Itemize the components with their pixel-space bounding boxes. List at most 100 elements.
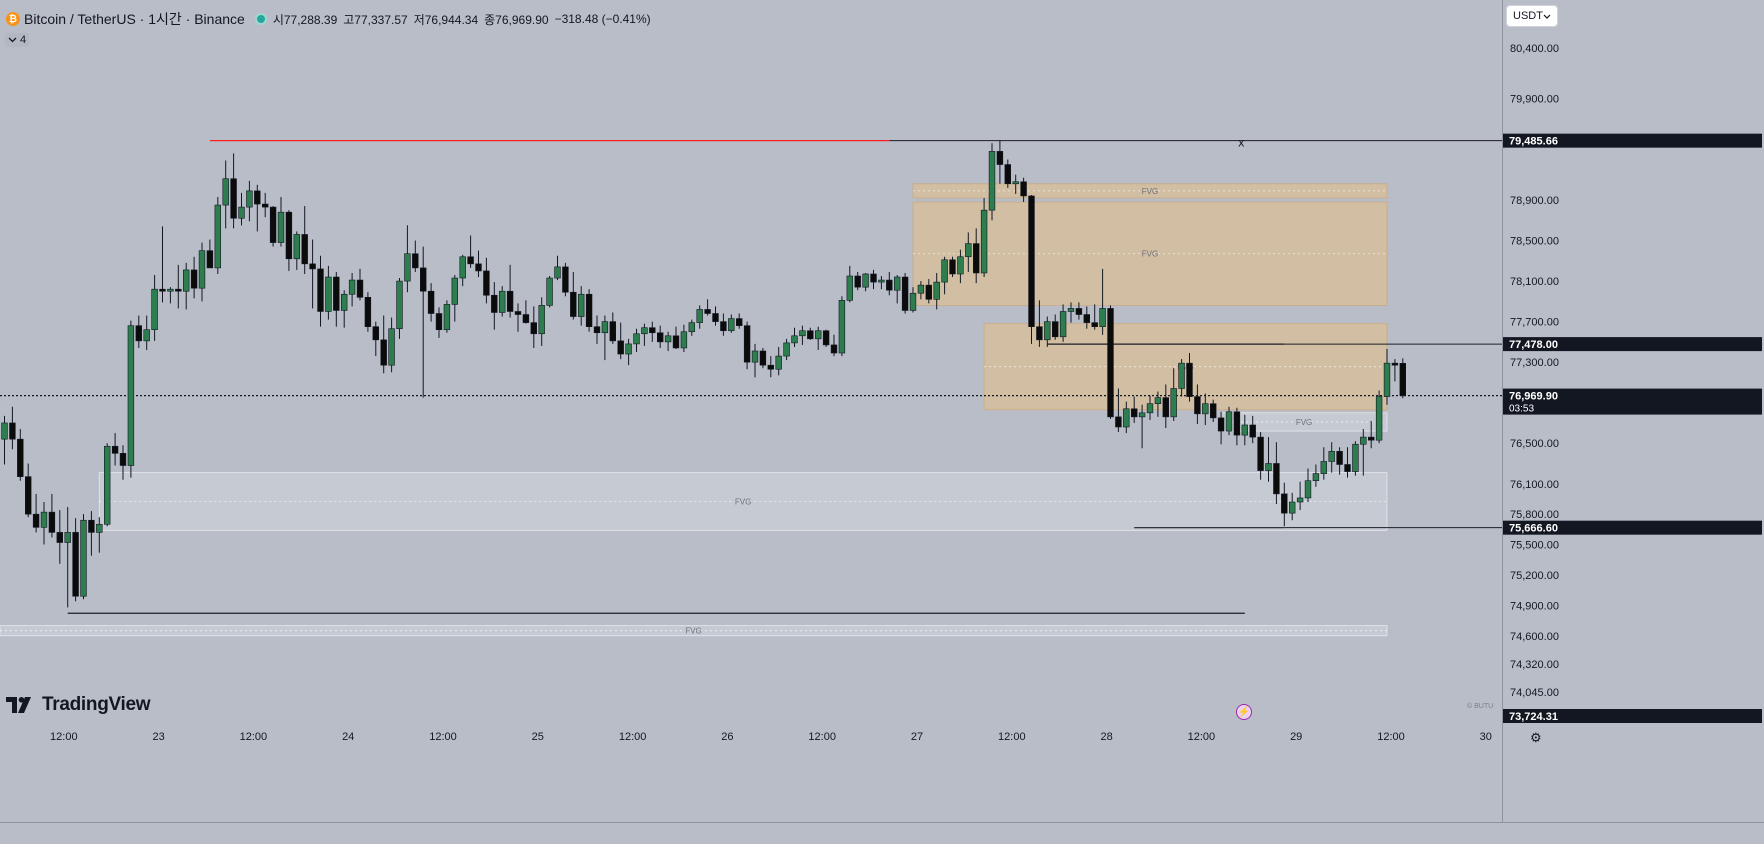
candle-body <box>838 300 846 354</box>
level-end-marker: x <box>1238 136 1244 150</box>
candle-body <box>1249 424 1256 438</box>
candle-body <box>222 178 229 206</box>
y-tick-label: 75,800.00 <box>1510 509 1559 521</box>
candle-body <box>17 438 24 477</box>
candle-body <box>119 453 127 466</box>
candle-body <box>1052 321 1059 338</box>
candle-body <box>799 330 806 337</box>
candle-body <box>1241 424 1249 436</box>
candle-body <box>949 259 956 275</box>
candle-body <box>1028 195 1035 327</box>
price-tag-label: 76,969.90 <box>1509 391 1558 403</box>
candle-body <box>1202 403 1209 415</box>
candle-body <box>32 513 40 528</box>
candle-body <box>585 293 593 327</box>
fvg-label: FVG <box>1142 250 1158 259</box>
candle-body <box>625 343 632 355</box>
candle-body <box>1083 314 1091 323</box>
candle-body <box>1257 436 1264 471</box>
candle-body <box>988 151 996 211</box>
candle-body <box>862 273 869 288</box>
ohlc-high: 고77,337.57 <box>343 12 408 27</box>
candle-body <box>1067 308 1075 312</box>
candle-body <box>1036 326 1043 341</box>
candle-body <box>206 250 214 269</box>
candle-body <box>846 275 854 301</box>
candle-body <box>1154 397 1162 404</box>
candle-body <box>522 314 530 323</box>
candle-body <box>538 305 545 335</box>
y-tick-label: 79,900.00 <box>1510 94 1559 106</box>
x-tick-label: 12:00 <box>998 731 1026 743</box>
candle-body <box>664 335 672 343</box>
candle-body <box>925 284 933 300</box>
candle-body <box>309 263 316 270</box>
candle-body <box>380 339 387 366</box>
logo-text: TradingView <box>42 694 151 715</box>
candle-body <box>720 321 727 332</box>
ohlc-change: −318.48 (−0.41%) <box>554 12 651 26</box>
candle-body <box>443 304 451 331</box>
candle-body <box>759 350 767 366</box>
candle-body <box>1107 308 1114 418</box>
candle-body <box>783 342 790 357</box>
candle-body <box>333 276 340 311</box>
candle-body <box>893 276 901 291</box>
candle-body <box>1273 463 1280 495</box>
candle-body <box>317 268 324 312</box>
x-tick-label: 29 <box>1290 731 1302 743</box>
currency-select[interactable]: USDT <box>1506 5 1558 27</box>
lightning-icon[interactable]: ⚡ <box>1236 704 1252 720</box>
candle-body <box>1138 412 1146 418</box>
candle-body <box>972 243 980 274</box>
symbol-title[interactable]: Bitcoin / TetherUS · 1시간 · Binance <box>24 11 245 27</box>
candle-body <box>1012 181 1019 185</box>
x-tick-label: 12:00 <box>808 731 836 743</box>
candle-body <box>127 325 135 466</box>
ohlc-open: 시77,288.39 <box>272 12 338 27</box>
candle-body <box>641 327 648 335</box>
candle-body <box>593 326 601 334</box>
candle-body <box>261 203 269 208</box>
candle-body <box>1059 311 1067 338</box>
price-tag <box>1503 520 1762 535</box>
indicators-toggle[interactable]: 4 <box>5 33 30 47</box>
candle-body <box>143 329 150 342</box>
candle-body <box>1289 501 1296 514</box>
candle-body <box>1265 463 1272 471</box>
x-tick-label: 26 <box>721 731 733 743</box>
candle-body <box>830 344 838 354</box>
currency-label: USDT <box>1513 10 1543 22</box>
price-tag <box>1503 709 1762 723</box>
candle-body <box>1044 321 1051 341</box>
candle-body <box>364 296 372 327</box>
candle-body <box>230 178 237 219</box>
candle-body <box>1281 493 1288 514</box>
settings-icon[interactable]: ⚙ <box>1530 730 1542 745</box>
candle-body <box>475 263 482 272</box>
candle-body <box>48 511 56 533</box>
candle-body <box>775 355 782 370</box>
candle-body <box>190 269 198 289</box>
y-tick-label: 74,900.00 <box>1510 600 1559 612</box>
candle-body <box>1146 403 1154 414</box>
x-tick-label: 12:00 <box>50 731 78 743</box>
candle-body <box>246 190 253 208</box>
y-tick-label: 74,320.00 <box>1510 659 1559 671</box>
candle-body <box>88 519 95 533</box>
candle-body <box>301 234 308 265</box>
candle-body <box>269 206 277 243</box>
x-tick-label: 12:00 <box>619 731 647 743</box>
price-tag-timer: 03:53 <box>1509 404 1534 415</box>
y-tick-label: 76,100.00 <box>1510 479 1559 491</box>
tradingview-logo[interactable]: TradingView <box>6 694 151 716</box>
candle-body <box>198 250 206 289</box>
candle-body <box>1162 397 1170 418</box>
price-tag <box>1503 133 1762 148</box>
candle-body <box>672 335 680 349</box>
candle-body <box>1304 480 1312 499</box>
candle-body <box>917 284 925 294</box>
symbol-header[interactable]: ₿ Bitcoin / TetherUS · 1시간 · Binance 시77… <box>6 9 657 29</box>
